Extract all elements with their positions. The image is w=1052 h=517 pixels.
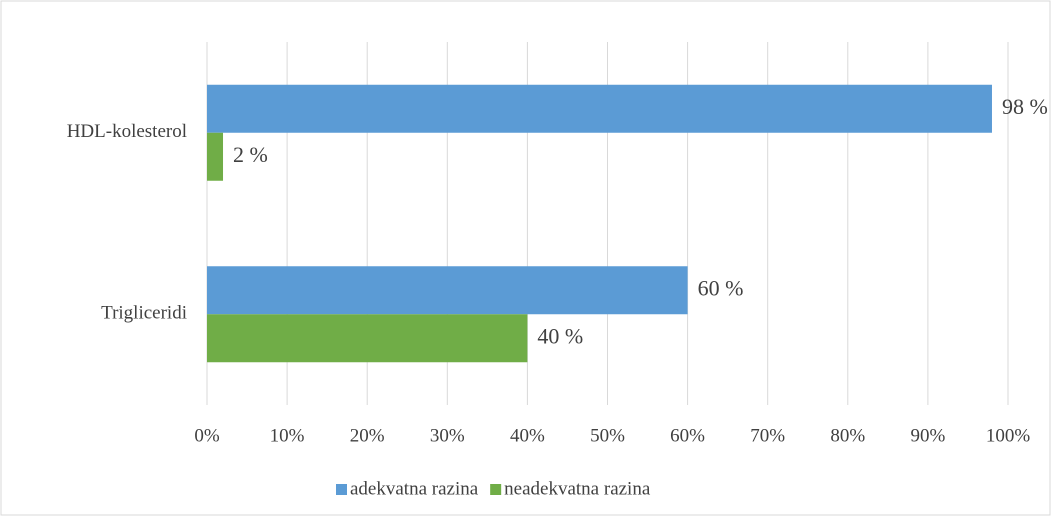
bar xyxy=(207,314,528,363)
x-tick-label: 50% xyxy=(590,425,625,446)
x-tick-label: 60% xyxy=(670,425,705,446)
y-tick-label: HDL-kolesterol xyxy=(67,121,187,142)
y-tick-label: Trigliceridi xyxy=(101,303,187,324)
bar xyxy=(207,266,688,315)
x-tick-label: 0% xyxy=(194,425,220,446)
value-label: 60 % xyxy=(698,275,744,300)
legend-label: adekvatna razina xyxy=(350,478,479,499)
x-tick-label: 90% xyxy=(910,425,945,446)
x-tick-label: 30% xyxy=(430,425,465,446)
value-label: 2 % xyxy=(233,142,268,167)
legend-swatch xyxy=(490,484,502,495)
x-tick-label: 80% xyxy=(830,425,865,446)
bar xyxy=(207,132,224,181)
value-label: 40 % xyxy=(537,323,583,348)
x-tick-label: 40% xyxy=(510,425,545,446)
value-label: 98 % xyxy=(1002,94,1048,119)
legend-label: neadekvatna razina xyxy=(504,478,651,499)
x-tick-label: 70% xyxy=(750,425,785,446)
x-tick-label: 100% xyxy=(986,425,1031,446)
x-tick-label: 10% xyxy=(270,425,305,446)
x-tick-label: 20% xyxy=(350,425,385,446)
legend-swatch xyxy=(336,484,347,495)
bar xyxy=(207,84,992,133)
